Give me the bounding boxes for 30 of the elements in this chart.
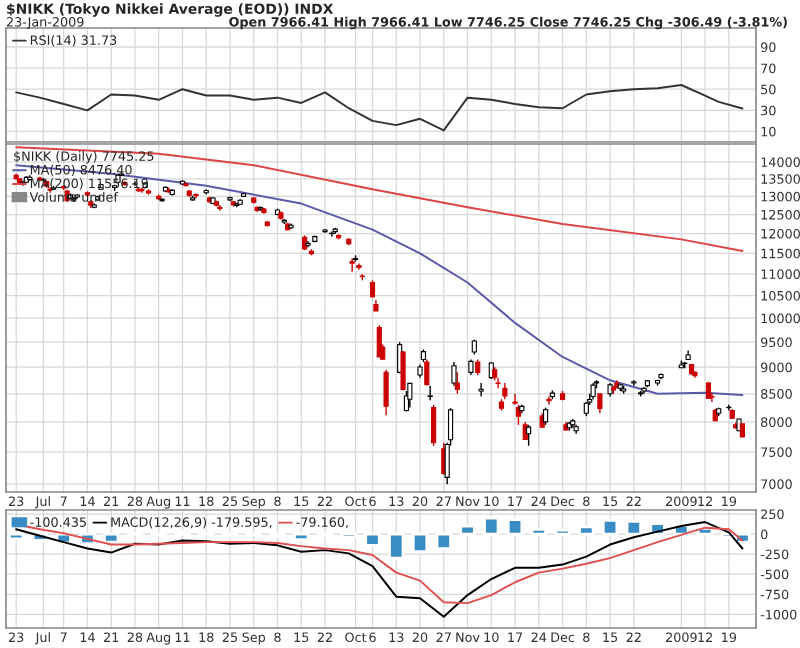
bar [601, 519, 619, 536]
bar [364, 532, 381, 547]
candlestick [726, 404, 732, 412]
candlestick [454, 371, 460, 395]
bar [554, 528, 571, 536]
bar [459, 524, 476, 536]
candlestick [451, 361, 457, 387]
bar [103, 532, 120, 544]
bar [578, 525, 595, 536]
candlestick [526, 424, 532, 447]
line-series [15, 164, 744, 397]
candlestick [349, 257, 355, 273]
candlestick [431, 404, 437, 447]
candlestick [424, 358, 430, 387]
line-series [15, 146, 744, 253]
bar [483, 516, 500, 536]
bar [293, 532, 310, 542]
candlestick [478, 382, 484, 398]
bar [530, 527, 547, 536]
candlestick [597, 393, 603, 414]
bar [506, 518, 524, 536]
bar [411, 532, 429, 554]
candlestick [193, 192, 199, 199]
bar [8, 532, 25, 541]
bar [625, 519, 643, 536]
line-series [15, 84, 744, 132]
bar [388, 532, 405, 560]
candlestick [407, 382, 413, 409]
bar [435, 532, 452, 550]
candlestick [383, 369, 389, 416]
